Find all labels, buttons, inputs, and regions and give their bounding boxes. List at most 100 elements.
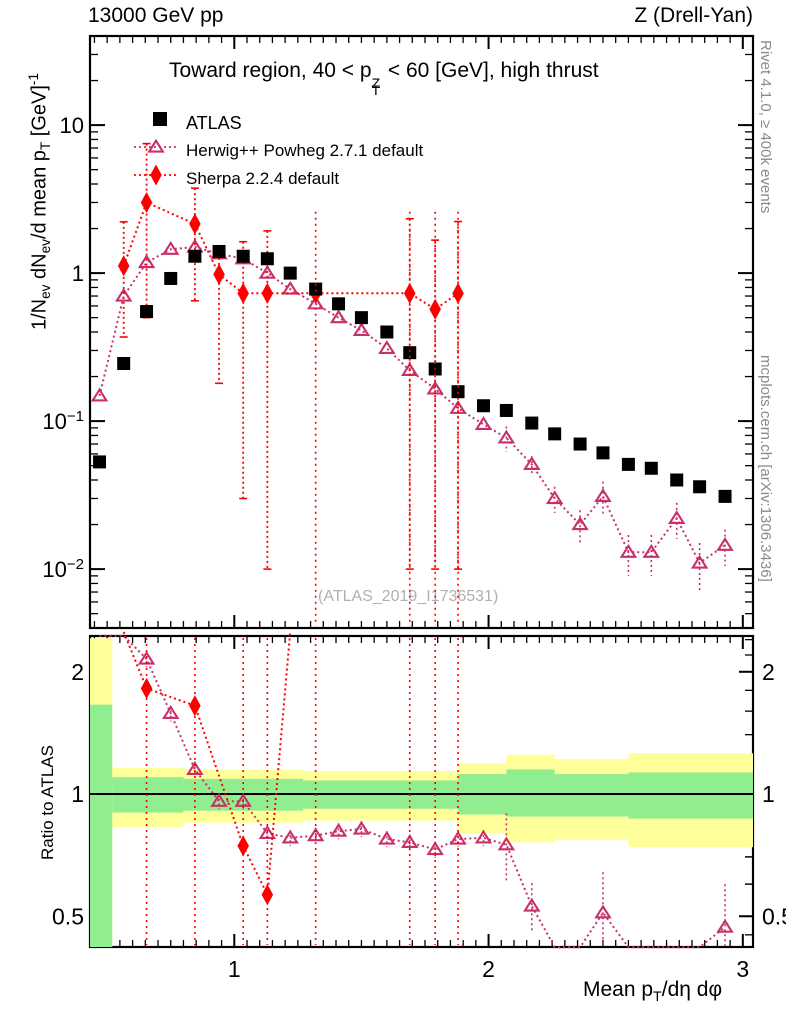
main-ytick-label: 1 xyxy=(72,261,84,286)
herwig-main-marker xyxy=(137,254,156,269)
herwig-ratio-marker xyxy=(234,792,252,807)
main-title: Toward region, 40 < p Z T < 60 [GeV], hi… xyxy=(169,59,599,99)
main-title-a: Toward region, 40 < p xyxy=(169,59,372,82)
herwig-ratio-marker xyxy=(306,827,325,842)
main-panel-frame xyxy=(88,34,755,630)
ratio-ytick-label-right: 1 xyxy=(762,781,775,807)
herwig-main-marker xyxy=(162,240,180,255)
herwig-ratio-line xyxy=(99,634,726,949)
herwig-ratio-marker xyxy=(186,761,204,775)
legend-marker-atlas xyxy=(153,112,167,126)
ratio-inner-uncertainty-band xyxy=(628,772,753,819)
sherpa-ratio-marker xyxy=(237,835,249,857)
xaxis-label-sub: T xyxy=(653,988,662,1005)
main-title-sub: T xyxy=(371,83,381,100)
atlas-main-marker xyxy=(354,311,368,325)
herwig-ratio-marker xyxy=(378,830,396,845)
legend-label-sherpa: Sherpa 2.2.4 default xyxy=(186,169,340,188)
ratio-inner-uncertainty-band xyxy=(90,704,113,947)
main-title-b: < 60 [GeV], high thrust xyxy=(382,59,599,82)
ratio-ytick-label-right: 2 xyxy=(762,659,775,685)
main-ytick-label: 10−2 xyxy=(42,556,84,582)
atlas-main-marker xyxy=(309,282,323,296)
atlas-main-marker xyxy=(525,416,539,430)
xaxis-tick-label: 2 xyxy=(482,956,495,982)
ratio-inner-uncertainty-band xyxy=(554,774,629,817)
herwig-ratio-marker xyxy=(162,705,180,719)
sherpa-main-marker xyxy=(117,255,130,277)
atlas-main-marker xyxy=(260,252,274,266)
ratio-ytick-label: 1 xyxy=(71,781,84,807)
atlas-main-marker xyxy=(693,480,707,494)
herwig-main-marker xyxy=(571,516,589,531)
herwig-main-marker xyxy=(352,322,371,337)
herwig-ratio-marker xyxy=(594,904,612,919)
atlas-main-marker xyxy=(212,244,226,258)
herwig-ratio-marker xyxy=(210,792,228,807)
sherpa-ratio-marker xyxy=(261,884,274,906)
herwig-main-marker xyxy=(90,387,109,402)
main-ytick-label: 10 xyxy=(60,113,84,138)
herwig-main-marker xyxy=(329,309,348,324)
atlas-main-marker xyxy=(476,399,490,413)
ratio-inner-uncertainty-band xyxy=(506,769,555,817)
atlas-main-marker xyxy=(670,473,684,487)
atlas-main-marker xyxy=(380,325,394,339)
herwig-ratio-marker xyxy=(497,836,516,851)
herwig-main-marker xyxy=(281,280,299,295)
atlas-main-marker xyxy=(573,437,587,451)
xaxis-tick-label: 3 xyxy=(736,956,749,982)
xaxis-label-b: /dη dφ xyxy=(661,978,723,1001)
herwig-ratio-marker xyxy=(523,897,541,912)
xaxis-label-a: Mean p xyxy=(583,978,654,1001)
sherpa-main-marker xyxy=(261,282,274,304)
main-ytick-label: 10−1 xyxy=(42,408,84,434)
herwig-main-marker xyxy=(114,287,133,302)
analysis-watermark: (ATLAS_2019_I1736531) xyxy=(318,588,499,605)
atlas-main-marker xyxy=(548,427,562,441)
herwig-main-marker xyxy=(690,554,709,569)
herwig-main-marker xyxy=(523,456,541,470)
xaxis-label: Mean pT/dη dφ xyxy=(583,978,722,1005)
sherpa-ratio-marker xyxy=(140,677,153,699)
sherpa-main-marker xyxy=(140,191,153,214)
sherpa-ratio-line xyxy=(122,631,292,899)
herwig-main-marker xyxy=(619,543,638,558)
herwig-ratio-marker xyxy=(716,918,734,933)
ratio-ytick-label-right: 0.5 xyxy=(762,903,786,929)
atlas-main-marker xyxy=(236,249,250,263)
atlas-main-marker xyxy=(621,457,635,471)
main-title-sup: Z xyxy=(371,76,381,93)
atlas-main-marker xyxy=(164,271,178,285)
atlas-main-marker xyxy=(596,446,610,460)
herwig-ratio-marker xyxy=(352,820,371,835)
herwig-ratio-marker xyxy=(329,822,348,837)
sherpa-main-marker xyxy=(189,213,201,235)
atlas-main-marker xyxy=(332,297,346,311)
herwig-ratio-marker xyxy=(401,834,419,849)
sherpa-main-marker xyxy=(403,282,416,304)
ratio-ytick-label: 2 xyxy=(71,659,84,685)
atlas-main-marker xyxy=(718,489,732,503)
atlas-main-marker xyxy=(93,455,107,469)
herwig-ratio-marker xyxy=(474,829,493,844)
herwig-main-marker xyxy=(716,536,734,551)
xaxis-tick-label: 1 xyxy=(228,956,241,982)
herwig-main-marker xyxy=(474,416,493,431)
legend-marker-herwig xyxy=(147,138,165,153)
legend-label-atlas: ATLAS xyxy=(186,113,242,133)
herwig-main-marker xyxy=(667,510,686,525)
ratio-ytick-label: 0.5 xyxy=(52,903,84,929)
herwig-main-marker xyxy=(642,543,661,558)
sherpa-main-marker xyxy=(452,282,464,304)
sherpa-main-marker xyxy=(237,282,249,304)
herwig-main-marker xyxy=(545,490,564,505)
herwig-main-marker xyxy=(497,429,516,444)
legend-marker-sherpa xyxy=(150,164,162,186)
header-process-label: Z (Drell-Yan) xyxy=(634,4,753,27)
atlas-main-marker xyxy=(499,403,513,417)
atlas-main-marker xyxy=(140,305,154,319)
herwig-main-marker xyxy=(378,340,396,354)
